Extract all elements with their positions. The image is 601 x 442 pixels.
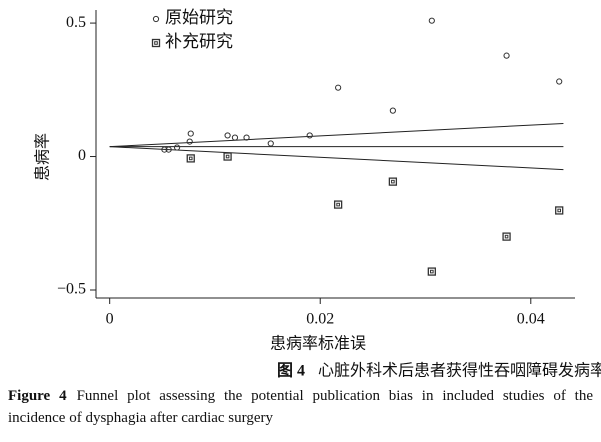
legend-marker [152, 15, 160, 23]
point [388, 177, 398, 186]
caption-en-text: Funnel plot assessing the potential publ… [8, 388, 594, 426]
y-tick-label: 0 [78, 147, 86, 164]
point [503, 52, 510, 59]
x-tick-label: 0 [106, 311, 114, 328]
point [556, 78, 563, 85]
point [231, 134, 239, 141]
point [428, 17, 435, 24]
point [186, 154, 195, 163]
point [306, 132, 313, 139]
caption-text: 心脏外科术后患者获得性吞咽障碍发病率的漏斗图 [318, 362, 601, 380]
point [389, 107, 396, 114]
legend-label: 原始研究 [165, 8, 233, 27]
x-tick-label: 0.04 [517, 311, 545, 328]
point [186, 138, 193, 145]
point [187, 130, 194, 137]
x-tick-label: 0.02 [306, 311, 334, 328]
point [333, 200, 343, 209]
point [165, 146, 172, 153]
point [267, 140, 274, 147]
point [161, 146, 168, 153]
chart: 患病率标准误 患病率 图 4 心脏外科术后患者获得性吞咽障碍发病率的漏斗图 −0… [34, 8, 601, 380]
funnel-line [109, 146, 564, 171]
y-tick-label: −0.5 [57, 281, 86, 298]
y-tick-label: 0.5 [66, 14, 86, 31]
legend-marker [151, 38, 161, 48]
point [223, 152, 232, 161]
point [335, 84, 342, 91]
funnel-line [109, 122, 564, 148]
point [173, 144, 181, 151]
caption-en: Figure 4 Funnel plot assessing the potent… [8, 385, 593, 429]
point [427, 267, 436, 276]
point [243, 134, 250, 141]
point [224, 132, 231, 139]
caption-label: 图 4 [277, 362, 305, 380]
legend-label: 补充研究 [165, 32, 233, 51]
point [502, 232, 511, 241]
y-axis-label: 患病率 [34, 133, 52, 181]
x-axis-label: 患病率标准误 [270, 335, 366, 353]
caption-en-label: Figure 4 [8, 388, 67, 404]
point [555, 206, 564, 215]
